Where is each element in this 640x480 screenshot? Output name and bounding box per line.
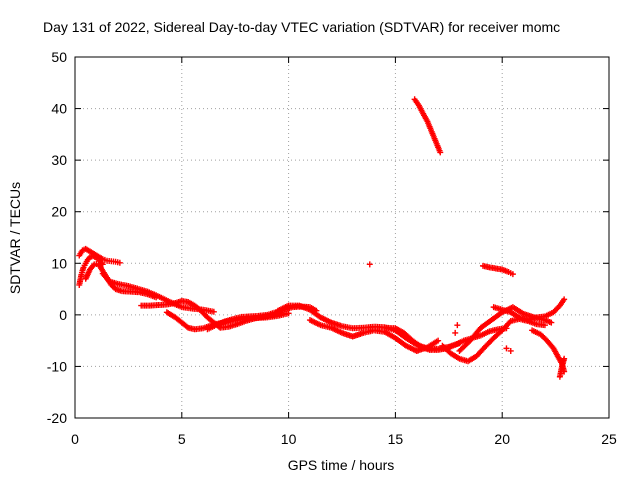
- y-tick-label: -20: [47, 410, 67, 426]
- plot-frame: [74, 56, 610, 419]
- data-point: [561, 355, 568, 362]
- data-points: [76, 96, 568, 380]
- data-point: [366, 261, 373, 268]
- data-point: [116, 259, 123, 266]
- series-track-k: [490, 296, 568, 324]
- x-tick-label: 5: [178, 431, 186, 447]
- x-axis-title: GPS time / hours: [288, 457, 395, 473]
- y-tick-label: -10: [47, 358, 67, 374]
- series-track-n: [479, 262, 516, 278]
- series-track-i: [439, 315, 548, 365]
- data-point: [452, 329, 459, 336]
- x-tick-label: 0: [71, 431, 79, 447]
- data-point: [507, 347, 514, 354]
- data-point: [561, 296, 568, 303]
- y-tick-label: 20: [51, 204, 67, 220]
- data-point: [454, 322, 461, 329]
- y-axis-ticks: -20 -10 0 10 20 30 40 50: [47, 49, 609, 426]
- x-tick-label: 20: [494, 431, 510, 447]
- y-tick-label: 30: [51, 152, 67, 168]
- x-tick-label: 25: [601, 431, 617, 447]
- series-track-a-left: [76, 253, 106, 288]
- y-tick-label: 40: [51, 101, 67, 117]
- data-point: [437, 149, 444, 156]
- data-point: [285, 310, 292, 317]
- series-track-m: [556, 355, 568, 380]
- data-point: [541, 322, 548, 329]
- y-tick-label: 0: [59, 307, 67, 323]
- y-tick-label: 10: [51, 255, 67, 271]
- data-point: [503, 345, 510, 352]
- series-isolated: [366, 261, 514, 354]
- data-point: [435, 337, 442, 344]
- y-axis-title: SDTVAR / TECUs: [7, 182, 23, 294]
- x-tick-label: 15: [388, 431, 404, 447]
- y-tick-label: 50: [51, 49, 67, 65]
- x-tick-label: 10: [281, 431, 297, 447]
- series-track-h: [381, 324, 510, 353]
- data-point: [210, 308, 217, 315]
- data-point: [548, 319, 555, 326]
- chart-title: Day 131 of 2022, Sidereal Day-to-day VTE…: [43, 19, 560, 35]
- x-axis-ticks: 0 5 10 15 20 25: [71, 57, 617, 447]
- series-track-o: [411, 96, 444, 156]
- data-point: [509, 271, 516, 278]
- data-point-interp: [90, 262, 97, 269]
